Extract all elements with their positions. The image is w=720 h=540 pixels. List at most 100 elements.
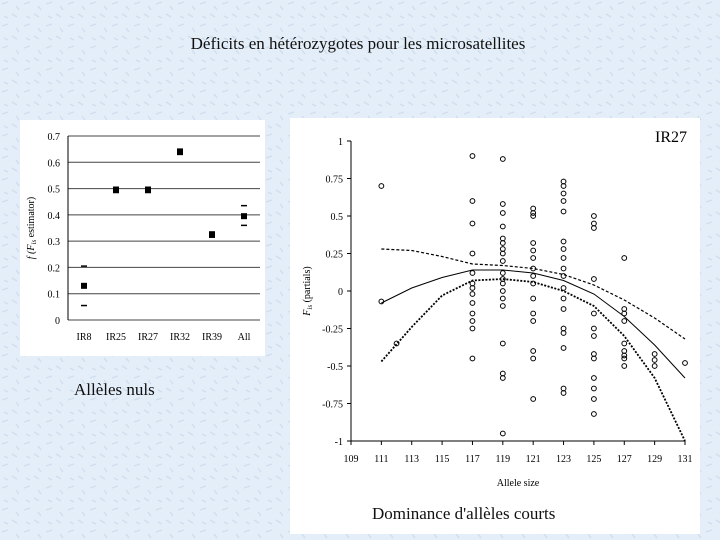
right-data-point (499, 223, 506, 230)
right-data-point (530, 295, 537, 302)
right-data-point (530, 318, 537, 324)
right-y-tick-label: 0.25 (326, 250, 344, 261)
right-data-point (499, 295, 506, 302)
right-data-point (651, 363, 658, 369)
right-data-point (499, 303, 506, 309)
left-y-tick-label: 0 (55, 316, 60, 327)
right-x-tick-label: 117 (465, 454, 480, 465)
right-data-point (469, 291, 476, 297)
right-data-point (621, 363, 628, 369)
left-data-point (177, 148, 183, 155)
slide-title: Déficits en hétérozygotes pour les micro… (190, 34, 526, 53)
right-data-point (560, 190, 567, 197)
right-data-point (469, 153, 476, 159)
right-data-point (499, 240, 506, 246)
right-data-point (591, 333, 597, 339)
right-data-point (621, 355, 628, 362)
left-data-point (145, 186, 151, 193)
right-data-point (621, 310, 628, 317)
left-data-point (81, 282, 87, 289)
right-data-point (560, 273, 567, 279)
right-data-point (469, 325, 476, 332)
left-y-tick-label: 0.3 (48, 237, 61, 248)
right-x-tick-label: 111 (374, 454, 388, 465)
right-data-point (591, 276, 597, 282)
right-data-point (499, 375, 506, 381)
right-y-tick-label: 0 (338, 287, 343, 298)
right-data-point (591, 310, 597, 317)
right-data-point (591, 213, 597, 219)
right-data-point (560, 330, 567, 336)
left-x-tick-label: IR8 (77, 332, 92, 343)
right-data-point (560, 255, 567, 261)
right-chart-panel: -1 -0.75 -0.5 -0.25 0 0.25 0.5 0.75 1 109 111 113 11… (290, 118, 700, 534)
right-x-tick-label: 123 (556, 454, 571, 465)
right-data-point (469, 318, 476, 324)
right-data-point (499, 210, 506, 216)
right-y-axis-label: Fis (partials) (302, 266, 314, 316)
right-data-point (560, 208, 567, 215)
right-data-point (530, 265, 537, 272)
right-data-point (591, 385, 597, 392)
right-data-point (591, 325, 597, 332)
right-data-point (560, 183, 567, 189)
right-y-tick-label: 0.5 (331, 212, 344, 223)
right-x-axis-label: Allele size (497, 478, 540, 489)
left-y-axis-label: f (Fis estimator) (26, 197, 38, 259)
right-data-point (651, 357, 658, 363)
right-data-point (560, 306, 567, 312)
right-data-point (530, 310, 537, 317)
right-y-tick-label: -1 (335, 437, 343, 448)
right-data-point (469, 300, 476, 306)
right-data-point (530, 396, 537, 402)
right-y-tick-label: -0.5 (327, 362, 343, 373)
right-data-point (560, 238, 567, 245)
left-data-point (209, 231, 215, 238)
right-trend-curve (381, 269, 686, 379)
right-chart-background (290, 118, 700, 534)
right-ci-lower-curve (380, 278, 686, 442)
right-data-point (651, 351, 658, 357)
right-data-point (499, 270, 506, 276)
right-ci-upper-curve (381, 248, 686, 340)
right-data-point (560, 246, 567, 252)
right-data-point (378, 298, 385, 305)
caption-null-alleles: Allèles nuls (74, 380, 155, 399)
right-x-tick-label: 125 (586, 454, 601, 465)
left-y-tick-label: 0.4 (48, 211, 61, 222)
right-x-tick-label: 121 (526, 454, 541, 465)
right-data-point (621, 255, 628, 261)
left-chart-panel: 0 0.1 0.2 0.3 0.4 0.5 0.6 0.7 IR8 IR25 IR27 IR32 IR3… (20, 120, 265, 356)
right-data-point (469, 355, 476, 362)
right-x-tick-label: 109 (344, 454, 359, 465)
right-data-point (591, 375, 597, 381)
left-x-tick-label: IR25 (106, 332, 126, 343)
right-data-point (591, 396, 597, 402)
right-data-point (530, 255, 537, 261)
left-x-tick-label: IR27 (138, 332, 158, 343)
right-data-point (560, 345, 567, 351)
right-x-tick-label: 115 (435, 454, 450, 465)
left-data-point (113, 186, 119, 193)
left-y-tick-label: 0.5 (48, 185, 61, 196)
right-data-point (530, 348, 537, 354)
right-x-tick-label: 131 (678, 454, 693, 465)
right-data-point (469, 310, 476, 317)
right-data-point (469, 198, 476, 204)
right-chart-title: IR27 (655, 129, 687, 146)
right-data-point (530, 355, 537, 362)
right-data-point (530, 273, 537, 279)
right-x-tick-label: 113 (404, 454, 419, 465)
right-data-point (469, 285, 476, 291)
right-data-point (469, 270, 476, 276)
right-data-point (499, 201, 506, 207)
left-y-tick-label: 0.2 (48, 263, 61, 274)
left-data-point (241, 213, 247, 220)
right-data-point (530, 213, 537, 219)
right-data-point (499, 250, 506, 257)
right-data-point (499, 430, 506, 437)
left-x-tick-label: All (238, 332, 251, 343)
right-data-point (499, 288, 506, 294)
right-data-point (560, 198, 567, 204)
right-data-point (621, 340, 628, 347)
